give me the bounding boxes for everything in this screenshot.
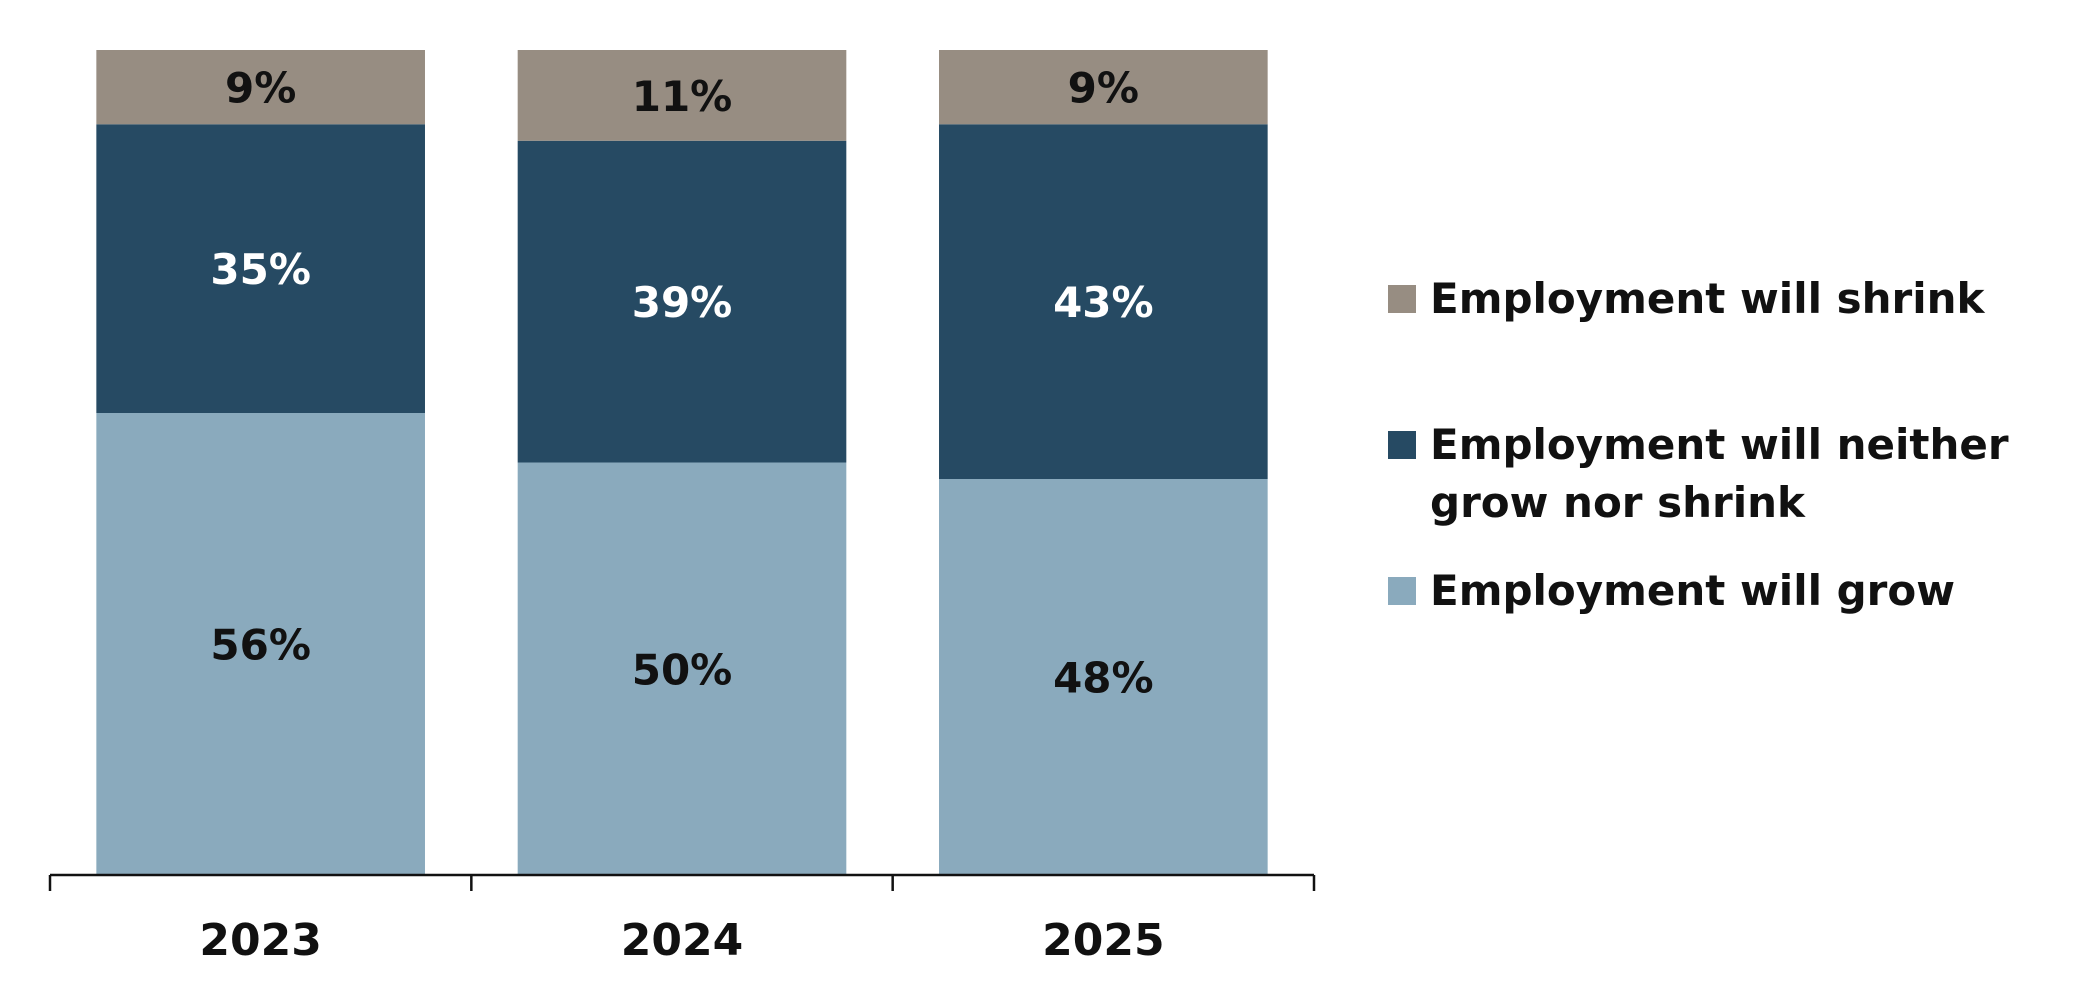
value-label: 9% (225, 64, 296, 113)
legend-item: Employment will grow (1388, 562, 2068, 620)
legend-item: Employment will shrink (1388, 270, 2068, 328)
x-tick-label: 2025 (1042, 915, 1164, 966)
bar-segment (939, 479, 1268, 875)
legend: Employment will shrink Employment will ne… (1388, 270, 2068, 620)
bar-segment (96, 50, 425, 125)
x-tick-label: 2023 (199, 915, 321, 966)
legend-label: Employment will grow (1430, 566, 1956, 615)
legend-swatch (1388, 577, 1416, 605)
legend-label: Employment will neither grow nor shrink (1430, 420, 2009, 527)
bar-segment (939, 124, 1268, 479)
value-label: 48% (1053, 654, 1154, 703)
value-label: 35% (210, 245, 311, 294)
bar-segment (939, 50, 1268, 125)
x-tick-label: 2024 (621, 915, 743, 966)
bar-segment (517, 140, 847, 463)
legend-label: Employment will shrink (1430, 274, 1985, 323)
legend-swatch (1388, 285, 1416, 313)
value-label: 43% (1053, 278, 1154, 327)
value-label: 11% (632, 72, 733, 121)
value-label: 50% (632, 645, 733, 694)
value-label: 9% (1068, 64, 1139, 113)
bar-segment (96, 413, 425, 875)
value-label: 56% (210, 621, 311, 670)
bar-segment (96, 124, 425, 413)
legend-item: Employment will neither grow nor shrink (1388, 416, 2068, 532)
bar-segment (517, 50, 847, 141)
legend-swatch (1388, 431, 1416, 459)
bar-segment (517, 462, 847, 875)
value-label: 39% (632, 278, 733, 327)
